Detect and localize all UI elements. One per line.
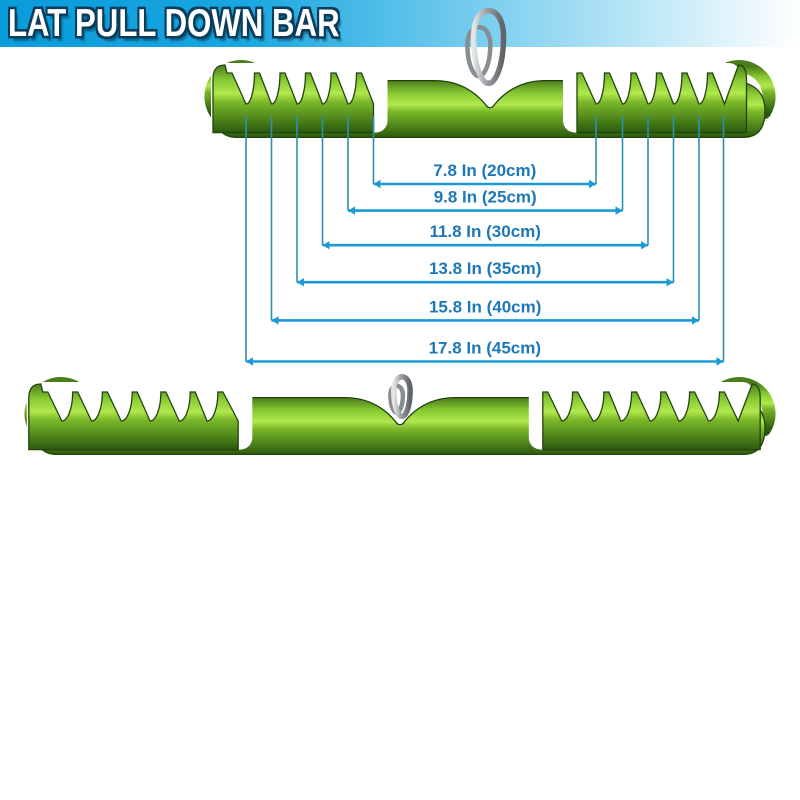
svg-text:11.8 In (30cm): 11.8 In (30cm) [429,222,541,241]
svg-text:7.8 In (20cm): 7.8 In (20cm) [433,161,536,180]
svg-text:9.8 In (25cm): 9.8 In (25cm) [434,188,537,207]
svg-text:17.8 In (45cm): 17.8 In (45cm) [429,339,541,358]
svg-text:15.8 In (40cm): 15.8 In (40cm) [429,297,541,316]
svg-text:13.8 In (35cm): 13.8 In (35cm) [429,259,541,278]
